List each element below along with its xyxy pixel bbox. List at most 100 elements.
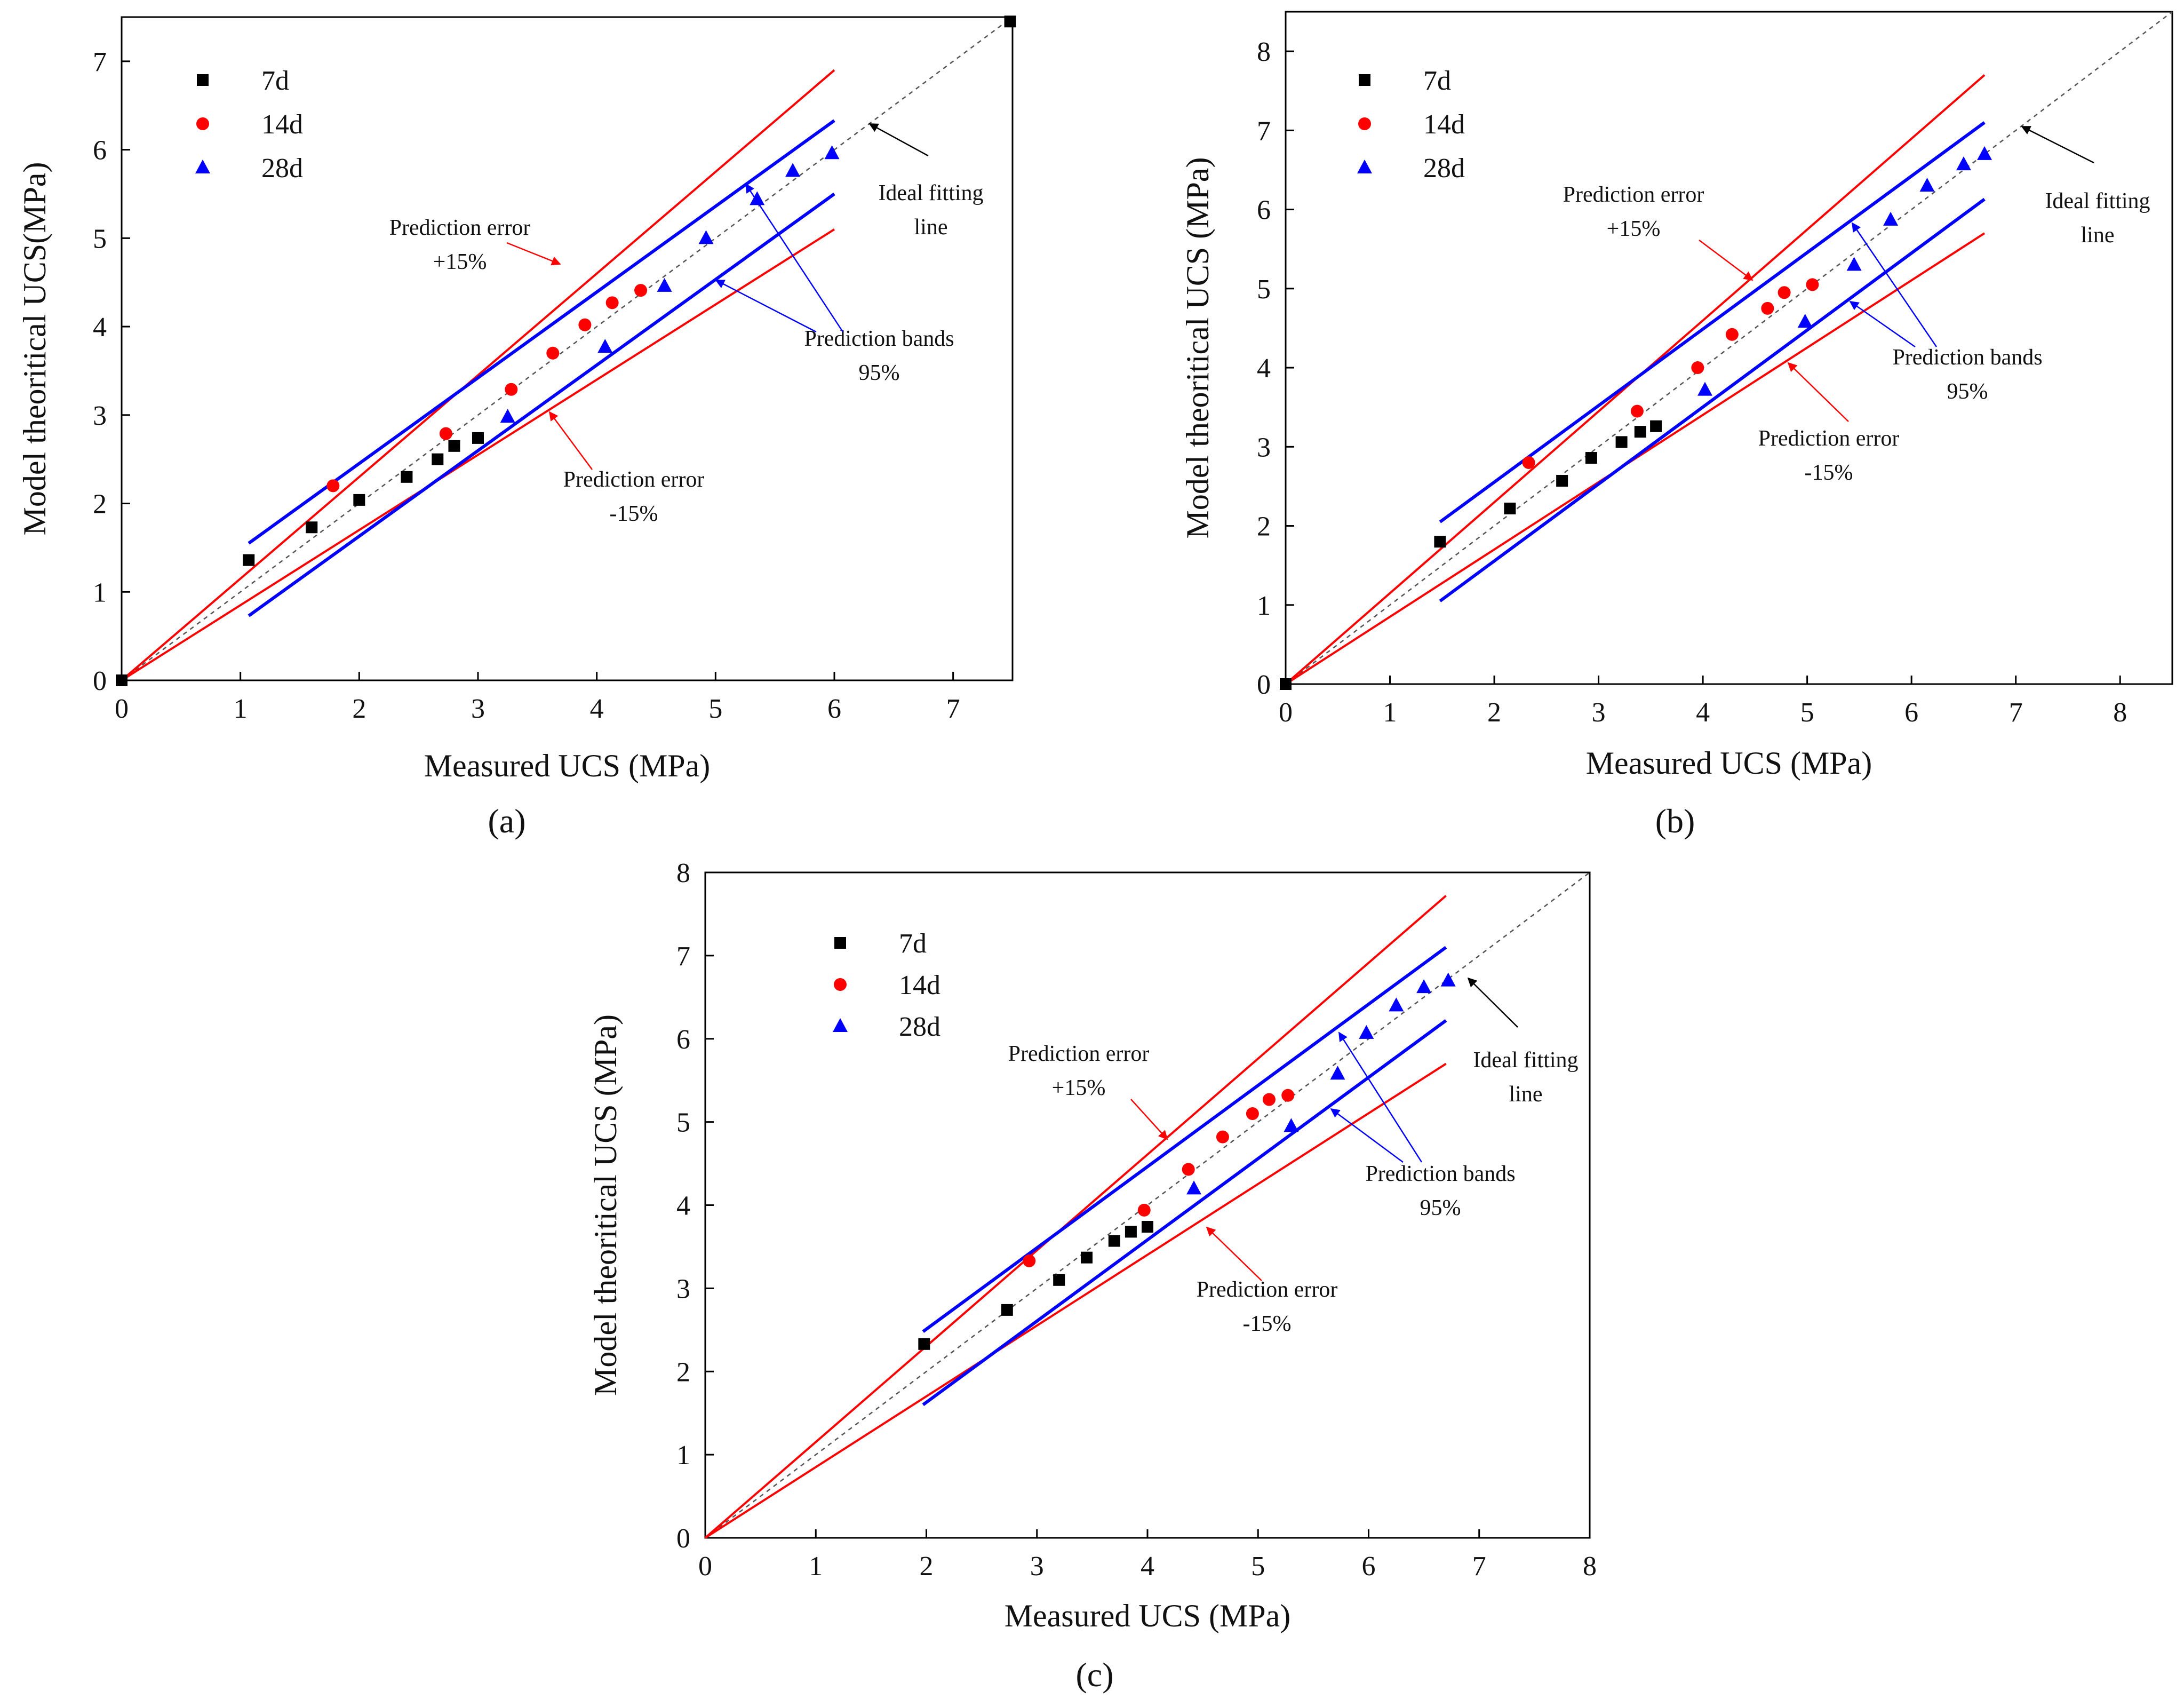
- point-28d: [657, 277, 672, 292]
- annotation-bands: Prediction bands: [1892, 345, 2042, 370]
- x-tick-label: 6: [1362, 1551, 1376, 1582]
- annotation-bands: 95%: [1947, 379, 1988, 404]
- point-28d: [785, 163, 801, 177]
- x-tick-label: 5: [708, 694, 722, 724]
- point-7d: [1001, 1304, 1013, 1316]
- annotation-bands: 95%: [1420, 1196, 1461, 1220]
- legend-marker-14d: [1358, 117, 1371, 130]
- point-14d: [1725, 328, 1739, 341]
- y-tick-label: 4: [1257, 353, 1271, 384]
- ideal-line: [1285, 11, 2173, 685]
- annotation-arrow-ideal: [868, 123, 929, 157]
- x-tick-label: 5: [1800, 697, 1814, 728]
- legend-label-14d: 14d: [261, 109, 303, 140]
- panel-caption: (b): [1655, 802, 1695, 840]
- legend-marker-7d: [1359, 74, 1370, 86]
- point-7d: [1125, 1226, 1137, 1238]
- point-28d: [824, 145, 840, 160]
- annotation-arrow-bands: [1338, 1031, 1423, 1163]
- point-28d: [1956, 156, 1971, 171]
- panel-caption: (a): [488, 802, 525, 840]
- point-7d: [1004, 15, 1016, 28]
- x-tick-label: 5: [1251, 1551, 1265, 1582]
- point-14d: [1778, 286, 1791, 299]
- point-28d: [1359, 1025, 1374, 1039]
- y-tick-label: 4: [93, 312, 107, 343]
- lower-band-line: [922, 1019, 1447, 1407]
- legend-marker-28d: [833, 1018, 848, 1032]
- point-14d: [505, 383, 518, 396]
- point-7d: [1142, 1221, 1153, 1233]
- point-14d: [1216, 1130, 1229, 1144]
- legend-marker-14d: [834, 978, 847, 991]
- x-tick-label: 1: [1383, 697, 1397, 728]
- y-tick-label: 1: [676, 1440, 690, 1471]
- ideal-line: [705, 872, 1590, 1538]
- x-tick-label: 7: [1472, 1551, 1486, 1582]
- point-7d: [432, 453, 444, 465]
- lower-band-line: [1439, 197, 1986, 602]
- lower-band-line: [248, 193, 835, 617]
- annotation-upper-error: Prediction error: [1008, 1042, 1150, 1066]
- plot-frame: [121, 16, 1014, 681]
- y-tick-label: 8: [676, 858, 690, 888]
- annotation-lower-error: -15%: [610, 502, 658, 526]
- point-28d: [1330, 1066, 1345, 1080]
- legend-marker-28d: [195, 160, 210, 173]
- point-7d: [918, 1338, 930, 1350]
- point-14d: [326, 479, 340, 493]
- x-tick-label: 4: [1141, 1551, 1154, 1582]
- upper-error-line: [704, 895, 1447, 1539]
- legend-label-7d: 7d: [899, 928, 927, 959]
- point-7d: [1081, 1251, 1093, 1264]
- point-28d: [1440, 972, 1456, 987]
- point-14d: [1630, 404, 1644, 418]
- annotation-upper-error: Prediction error: [389, 216, 531, 240]
- y-tick-label: 2: [676, 1357, 690, 1387]
- point-14d: [546, 346, 560, 360]
- x-tick-label: 2: [352, 694, 366, 724]
- point-7d: [1504, 502, 1516, 514]
- annotation-upper-error: +15%: [1052, 1076, 1106, 1100]
- point-7d: [1650, 420, 1662, 432]
- upper-error-line: [121, 69, 835, 681]
- y-tick-label: 5: [1257, 274, 1271, 305]
- legend-label-28d: 28d: [261, 153, 303, 184]
- x-tick-label: 4: [590, 694, 604, 724]
- annotation-ideal: line: [914, 215, 948, 240]
- point-14d: [1761, 301, 1774, 315]
- x-tick-label: 3: [471, 694, 485, 724]
- point-14d: [1182, 1163, 1195, 1176]
- plot-frame: [1285, 11, 2173, 685]
- x-tick-label: 2: [1487, 697, 1501, 728]
- x-axis-title: Measured UCS (MPa): [424, 748, 711, 783]
- point-14d: [1691, 361, 1704, 375]
- point-28d: [597, 339, 613, 353]
- point-7d: [1585, 452, 1597, 464]
- annotation-arrow-bands: [745, 183, 844, 332]
- legend-marker-28d: [1357, 160, 1372, 173]
- annotation-arrow-bands: [715, 279, 817, 333]
- annotation-ideal: line: [2081, 223, 2115, 248]
- x-axis-title: Measured UCS (MPa): [1005, 1598, 1291, 1633]
- x-tick-label: 0: [1279, 697, 1293, 728]
- point-28d: [1416, 979, 1432, 994]
- legend-marker-7d: [197, 74, 209, 86]
- point-7d: [401, 471, 413, 483]
- x-axis-title: Measured UCS (MPa): [1586, 745, 1872, 781]
- point-7d: [448, 440, 460, 452]
- y-tick-label: 7: [93, 47, 107, 77]
- y-tick-label: 2: [93, 489, 107, 520]
- y-axis-title: Model theoritical UCS (MPa): [1180, 157, 1215, 539]
- x-tick-label: 0: [115, 694, 129, 724]
- y-tick-label: 3: [676, 1274, 690, 1304]
- ideal-line: [121, 16, 1013, 681]
- point-28d: [1389, 997, 1404, 1012]
- legend-marker-7d: [834, 937, 846, 949]
- y-tick-label: 0: [676, 1523, 690, 1554]
- point-7d: [353, 494, 365, 506]
- y-tick-label: 0: [1257, 670, 1271, 700]
- point-28d: [1697, 382, 1713, 396]
- annotation-arrow-lower-error: [1787, 362, 1849, 422]
- y-tick-label: 0: [93, 666, 107, 696]
